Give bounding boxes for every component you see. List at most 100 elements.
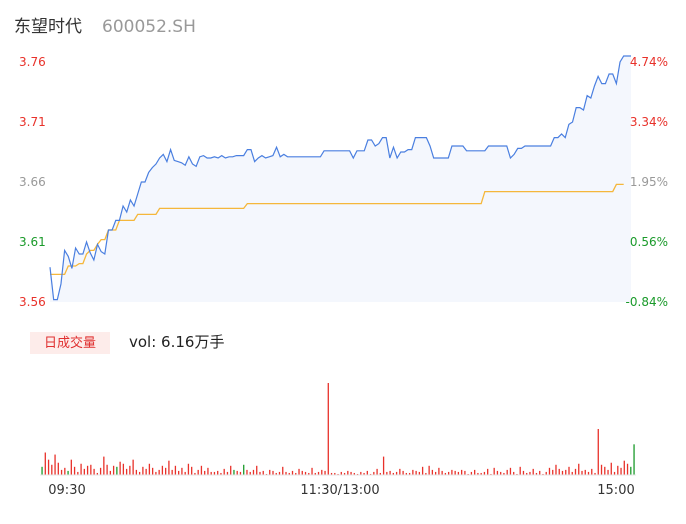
- volume-bar: [548, 467, 551, 475]
- volume-bar: [54, 454, 56, 475]
- volume-bar: [337, 473, 339, 475]
- volume-bar: [122, 463, 125, 475]
- price-tick: 3.61: [19, 235, 46, 249]
- volume-bar: [630, 466, 632, 475]
- volume-bar: [207, 467, 209, 475]
- volume-bar: [457, 471, 460, 475]
- volume-bar: [314, 472, 316, 475]
- volume-bar: [610, 462, 612, 475]
- volume-bar: [44, 452, 46, 475]
- percent-axis: 4.74% 3.34% 1.95% 0.56% -0.84%: [626, 55, 668, 309]
- price-tick: 3.76: [19, 55, 46, 69]
- volume-bar: [529, 471, 531, 475]
- volume-bar: [83, 468, 85, 475]
- volume-bar: [187, 463, 190, 475]
- volume-bar: [265, 473, 268, 475]
- volume-bar: [168, 460, 170, 475]
- volume-bar: [191, 466, 193, 475]
- volume-bar: [278, 471, 281, 475]
- volume-bar: [470, 471, 473, 475]
- volume-bar: [503, 472, 505, 475]
- volume-bar: [73, 466, 76, 475]
- volume-bar: [165, 467, 167, 475]
- price-tick: 3.56: [19, 295, 46, 309]
- volume-readout: vol: 6.16万手: [129, 333, 224, 351]
- volume-bar: [64, 467, 66, 475]
- time-label-midday: 11:30/13:00: [300, 483, 379, 498]
- volume-bar: [597, 429, 599, 475]
- volume-bar: [428, 465, 430, 475]
- volume-bar: [327, 383, 329, 475]
- volume-bar: [230, 465, 232, 475]
- volume-bar: [51, 464, 53, 475]
- volume-bar: [259, 471, 261, 475]
- volume-bar: [425, 472, 427, 475]
- volume-bar: [77, 471, 79, 475]
- volume-bar: [545, 471, 547, 475]
- stock-name: 东望时代: [14, 17, 82, 37]
- volume-bar: [366, 470, 368, 475]
- volume-bar: [418, 471, 421, 475]
- volume-bar: [47, 459, 50, 475]
- volume-bar: [288, 472, 290, 475]
- volume-bar: [399, 468, 401, 475]
- volume-bar: [415, 470, 417, 475]
- volume-bar: [565, 469, 567, 475]
- volume-bar: [350, 471, 352, 475]
- volume-bar: [285, 471, 287, 475]
- volume-bar: [431, 469, 434, 475]
- volume-bar: [246, 469, 248, 475]
- volume-bar: [119, 461, 121, 475]
- volume-bar: [161, 465, 164, 475]
- volume-bar: [487, 468, 489, 475]
- volume-bar: [626, 463, 629, 475]
- volume-bar: [392, 472, 394, 475]
- volume-bar: [363, 472, 365, 475]
- volume-bar: [438, 467, 440, 475]
- volume-bar: [447, 471, 450, 475]
- volume-bar: [353, 472, 355, 475]
- volume-bar: [477, 472, 479, 475]
- volume-bar: [213, 471, 216, 475]
- volume-bar: [516, 473, 518, 475]
- volume-tab[interactable]: [30, 332, 110, 354]
- volume-bar: [86, 465, 89, 475]
- volume-bar: [184, 471, 186, 475]
- volume-bar: [405, 472, 408, 475]
- volume-bar: [581, 470, 583, 475]
- volume-bar: [262, 470, 264, 475]
- volume-bar: [223, 468, 225, 475]
- volume-bar: [80, 463, 82, 475]
- volume-bar: [474, 469, 476, 475]
- volume-bar: [112, 465, 115, 475]
- volume-bar: [220, 472, 222, 475]
- volume-bar: [57, 462, 59, 475]
- volume-bar: [178, 470, 180, 475]
- volume-bar: [132, 459, 134, 475]
- volume-bar: [558, 468, 560, 475]
- volume-bar: [584, 469, 586, 475]
- volume-bar: [291, 470, 294, 475]
- volume-bar: [532, 468, 534, 475]
- volume-bar: [490, 473, 492, 475]
- volume-bar: [138, 471, 141, 475]
- volume-bar: [233, 469, 235, 475]
- volume-bar: [382, 456, 385, 475]
- price-plot[interactable]: [49, 55, 631, 302]
- price-tick: 3.71: [19, 115, 46, 129]
- volume-bar: [467, 473, 469, 475]
- volume-bar: [90, 464, 92, 475]
- price-line: [49, 55, 631, 301]
- percent-tick: -0.84%: [626, 295, 668, 309]
- average-price-line: [50, 183, 624, 276]
- percent-tick: 3.34%: [630, 115, 668, 129]
- volume-bar: [295, 472, 297, 475]
- volume-bar: [542, 473, 544, 475]
- volume-bar: [311, 467, 313, 475]
- stock-code: 600052.SH: [102, 17, 196, 37]
- volume-bar: [513, 471, 515, 475]
- volume-bar: [181, 467, 183, 475]
- volume-bar: [347, 470, 349, 475]
- volume-bar: [99, 467, 102, 475]
- volume-bar: [526, 472, 528, 475]
